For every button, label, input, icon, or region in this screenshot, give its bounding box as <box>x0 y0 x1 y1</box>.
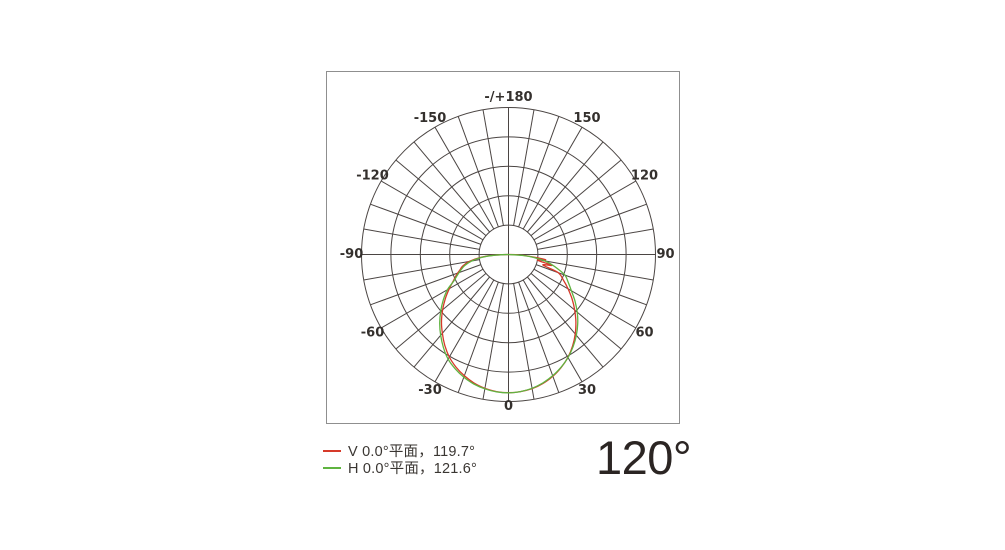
legend-item-h-plane: H 0.0°平面，121.6° <box>323 459 478 477</box>
series-curve-h-plane <box>439 253 579 394</box>
angle-tick-label: 60 <box>635 326 653 341</box>
beam-angle-summary: 120° <box>596 431 692 484</box>
angle-tick-label: 150 <box>573 111 600 126</box>
grid-spoke <box>537 228 654 250</box>
angle-tick-label: -90 <box>340 247 364 262</box>
grid-spoke <box>370 203 482 245</box>
polar-plot-box: -/+180 150 120 90 60 30 0 -30 -60 -90 -120 -150 <box>326 71 680 424</box>
angle-tick-label: 120 <box>631 169 658 184</box>
grid-spoke <box>530 273 622 350</box>
grid-spoke <box>370 264 482 306</box>
grid-spoke <box>413 276 490 368</box>
legend-label-v: V 0.0°平面，119.7° <box>348 444 476 460</box>
grid-spoke <box>363 259 480 281</box>
grid-spoke <box>522 126 583 230</box>
grid-spoke <box>457 116 499 228</box>
grid-spoke <box>535 203 647 245</box>
legend-label-h: H 0.0°平面，121.6° <box>348 461 478 477</box>
angle-labels: -/+180 150 120 90 60 30 0 -30 -60 -90 -120 -150 <box>340 90 675 414</box>
angle-tick-label: -120 <box>356 169 389 184</box>
angle-tick-label: -150 <box>414 111 447 126</box>
grid-spoke <box>537 259 654 281</box>
grid-spoke <box>513 109 535 226</box>
legend-item-v-plane: V 0.0°平面，119.7° <box>323 442 477 460</box>
grid-spoke <box>380 268 484 329</box>
grid-spoke <box>535 264 647 306</box>
grid-spoke <box>527 141 604 233</box>
grid-spoke <box>434 279 495 383</box>
grid-spoke <box>363 228 480 250</box>
angle-tick-label: -30 <box>418 383 442 398</box>
grid-spoke <box>522 279 583 383</box>
angle-tick-label: 30 <box>578 383 596 398</box>
grid-spoke <box>518 281 560 393</box>
grid-spoke <box>527 276 604 368</box>
grid-spoke <box>482 109 504 226</box>
legend: V 0.0°平面，119.7° H 0.0°平面，121.6° <box>323 442 478 477</box>
grid-spoke <box>413 141 490 233</box>
grid-spoke <box>380 180 484 241</box>
series-swatch-h <box>323 466 341 469</box>
grid-spoke <box>533 180 637 241</box>
polar-grid <box>361 107 656 402</box>
grid-spoke <box>482 283 504 400</box>
polar-chart: -/+180 150 120 90 60 30 0 -30 -60 -90 -120 -150 <box>340 90 675 414</box>
grid-spoke <box>513 283 535 400</box>
grid-spoke <box>518 116 560 228</box>
series-swatch-v <box>323 449 341 452</box>
grid-spoke <box>434 126 495 230</box>
angle-tick-label: 90 <box>656 247 674 262</box>
angle-tick-label: 0 <box>504 399 513 414</box>
angle-tick-label: -/+180 <box>484 90 532 105</box>
grid-spoke <box>530 159 622 236</box>
grid-spoke <box>395 159 487 236</box>
grid-spoke <box>533 268 637 329</box>
grid-spoke <box>457 281 499 393</box>
angle-tick-label: -60 <box>361 326 385 341</box>
